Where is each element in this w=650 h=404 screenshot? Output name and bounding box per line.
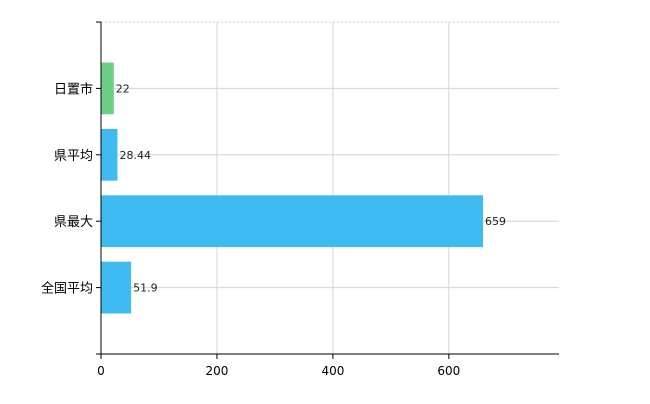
bar-1 xyxy=(101,62,114,115)
data-label: 659 xyxy=(485,215,506,228)
data-label: 28.44 xyxy=(119,149,151,162)
x-tick-label: 200 xyxy=(205,364,228,378)
y-tick-label: 県最大 xyxy=(54,215,93,230)
bar-4 xyxy=(101,261,132,314)
data-label: 51.9 xyxy=(133,282,158,295)
x-tick-label: 0 xyxy=(97,364,105,378)
bar-2 xyxy=(101,128,118,181)
y-tick-label: 日置市 xyxy=(54,81,93,97)
y-tick-label: 全国平均 xyxy=(41,281,93,297)
bar-3 xyxy=(101,195,484,248)
y-tick-label: 県平均 xyxy=(54,149,93,164)
data-label: 22 xyxy=(116,82,130,95)
x-tick-label: 400 xyxy=(321,364,344,378)
x-tick-label: 600 xyxy=(437,364,460,378)
